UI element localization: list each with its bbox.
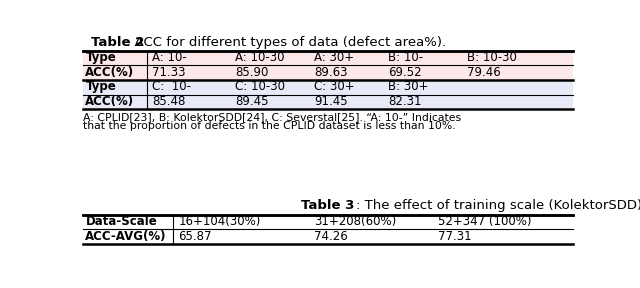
Text: 71.33: 71.33	[152, 66, 186, 79]
Text: : ACC for different types of data (defect area%).: : ACC for different types of data (defec…	[127, 36, 447, 49]
Text: 65.87: 65.87	[179, 230, 212, 243]
Text: 89.63: 89.63	[314, 66, 348, 79]
Text: 77.31: 77.31	[438, 230, 472, 243]
Text: 69.52: 69.52	[388, 66, 422, 79]
Text: ACC-AVG(%): ACC-AVG(%)	[85, 230, 167, 243]
Text: B: 10-: B: 10-	[388, 51, 424, 64]
Text: : The effect of training scale (KolektorSDD).: : The effect of training scale (Kolektor…	[356, 199, 640, 212]
Text: 85.90: 85.90	[235, 66, 268, 79]
Text: ACC(%): ACC(%)	[85, 66, 134, 79]
Text: B: 10-30: B: 10-30	[467, 51, 516, 64]
Text: Table 3: Table 3	[301, 199, 355, 212]
Text: C: 30+: C: 30+	[314, 80, 355, 93]
Text: A: CPLID[23], B: KolektorSDD[24], C: Severstal[25]. “A: 10-” Indicates: A: CPLID[23], B: KolektorSDD[24], C: Sev…	[83, 112, 461, 122]
Text: 74.26: 74.26	[314, 230, 348, 243]
Text: C: 10-30: C: 10-30	[235, 80, 285, 93]
Bar	[83, 65, 573, 80]
Text: C:  10-: C: 10-	[152, 80, 191, 93]
Text: Type: Type	[85, 80, 116, 93]
Text: ACC(%): ACC(%)	[85, 95, 134, 108]
Bar	[83, 229, 573, 244]
Text: that the proportion of defects in the CPLID dataset is less than 10%.: that the proportion of defects in the CP…	[83, 121, 456, 131]
Text: Data-Scale: Data-Scale	[85, 215, 157, 228]
Text: 91.45: 91.45	[314, 95, 348, 108]
Text: 16+104(30%): 16+104(30%)	[179, 215, 261, 228]
Text: Table 2: Table 2	[91, 36, 144, 49]
Text: 89.45: 89.45	[235, 95, 269, 108]
Text: 82.31: 82.31	[388, 95, 422, 108]
Bar	[83, 51, 573, 65]
Text: 79.46: 79.46	[467, 66, 500, 79]
Text: A: 10-: A: 10-	[152, 51, 187, 64]
Text: 85.48: 85.48	[152, 95, 186, 108]
Bar	[83, 80, 573, 95]
Bar	[83, 95, 573, 109]
Text: A: 10-30: A: 10-30	[235, 51, 285, 64]
Text: A: 30+: A: 30+	[314, 51, 354, 64]
Text: Type: Type	[85, 51, 116, 64]
Text: 31+208(60%): 31+208(60%)	[314, 215, 396, 228]
Bar	[83, 215, 573, 229]
Text: B: 30+: B: 30+	[388, 80, 429, 93]
Text: 52+347 (100%): 52+347 (100%)	[438, 215, 532, 228]
